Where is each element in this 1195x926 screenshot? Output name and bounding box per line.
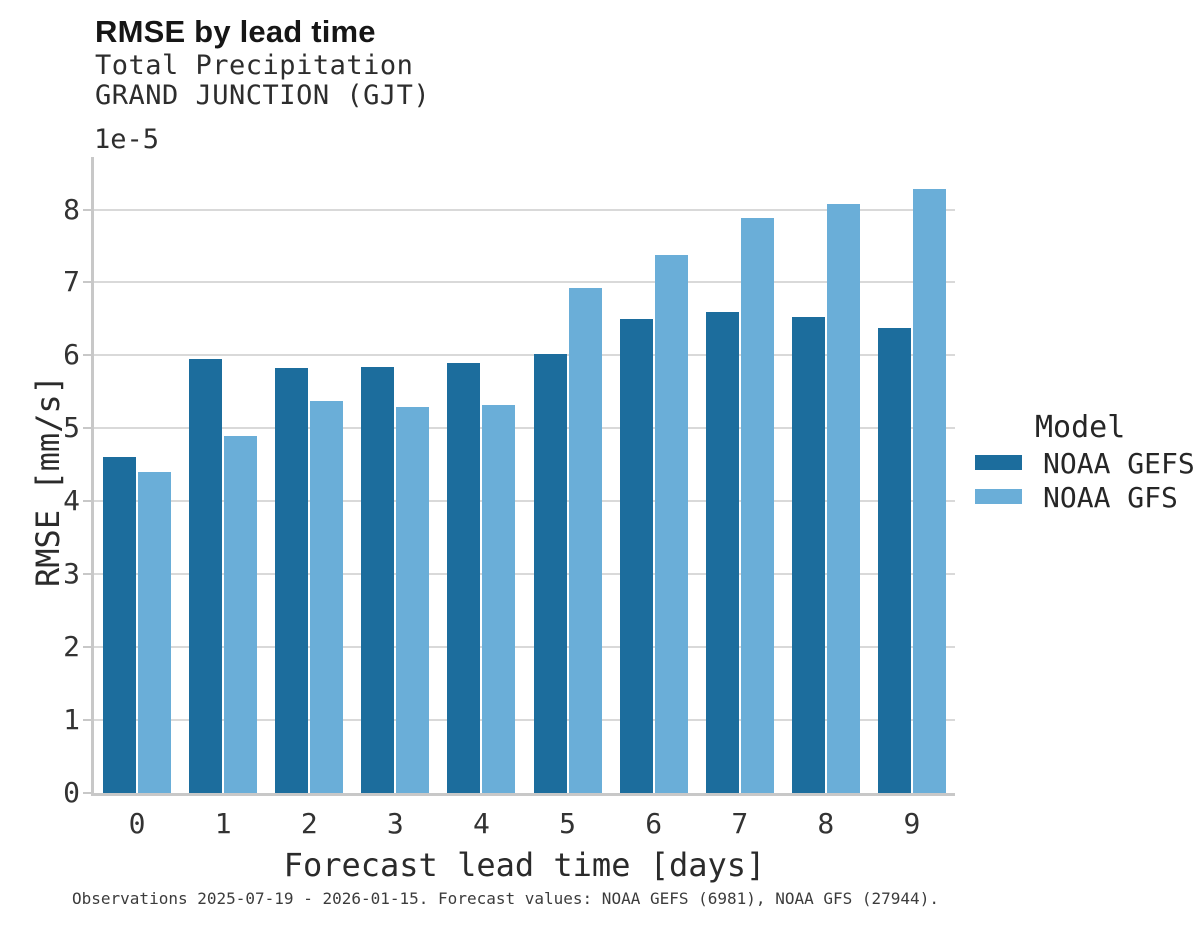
bar-noaa-gfs: [568, 288, 602, 793]
bar-noaa-gefs: [877, 328, 911, 793]
caption: Observations 2025-07-19 - 2026-01-15. Fo…: [72, 889, 939, 908]
y-axis-offset-label: 1e-5: [94, 124, 160, 155]
x-tick-label: 5: [559, 807, 576, 840]
x-tick-label: 6: [645, 807, 663, 840]
bar-noaa-gefs: [361, 367, 395, 793]
x-tick-label: 1: [214, 807, 232, 840]
bar-noaa-gefs: [447, 363, 481, 793]
y-tick-label: 1: [63, 703, 80, 737]
chart-subtitle-station: GRAND JUNCTION (GJT): [95, 80, 431, 111]
y-tick-label: 4: [63, 484, 80, 518]
x-axis-label: Forecast lead time [days]: [283, 846, 766, 884]
bar-noaa-gfs: [310, 401, 344, 793]
y-gridline: [94, 719, 955, 722]
x-axis-spine: [91, 793, 955, 796]
y-tick-mark: [83, 354, 91, 357]
bar-noaa-gfs: [396, 407, 430, 793]
y-gridline: [94, 500, 955, 503]
legend-item-label: NOAA GFS: [1043, 481, 1178, 514]
chart-subtitle-variable: Total Precipitation: [95, 50, 414, 81]
y-tick-label: 6: [63, 338, 80, 372]
y-tick-mark: [83, 646, 91, 649]
y-tick-label: 5: [63, 411, 80, 445]
y-gridline: [94, 354, 955, 357]
bar-noaa-gefs: [189, 359, 223, 793]
y-gridline: [94, 208, 955, 211]
bar-noaa-gefs: [533, 354, 567, 793]
bar-noaa-gfs: [654, 255, 688, 793]
bar-noaa-gfs: [740, 218, 774, 793]
plot-area: [94, 157, 955, 793]
y-tick-mark: [83, 573, 91, 576]
legend-item-label: NOAA GEFS: [1043, 447, 1195, 480]
y-gridline: [94, 646, 955, 649]
bar-noaa-gfs: [482, 405, 516, 793]
y-tick-mark: [83, 792, 91, 794]
y-axis-spine: [91, 157, 94, 796]
y-gridline: [94, 427, 955, 430]
y-tick-label: 7: [63, 265, 80, 299]
bar-noaa-gefs: [275, 368, 309, 793]
x-tick-label: 9: [903, 807, 921, 840]
bar-noaa-gefs: [619, 319, 653, 793]
y-tick-mark: [83, 208, 91, 211]
bar-noaa-gfs: [224, 436, 258, 793]
legend-item: NOAA GEFS: [975, 447, 1195, 480]
y-gridline: [94, 281, 955, 284]
x-tick-label: 7: [731, 807, 749, 840]
bar-noaa-gefs: [791, 317, 825, 793]
legend-swatch-icon: [975, 489, 1022, 504]
legend-item: NOAA GFS: [975, 481, 1195, 514]
y-tick-mark: [83, 500, 91, 503]
y-tick-mark: [83, 427, 91, 430]
x-tick-label: 8: [817, 807, 835, 840]
y-tick-label: 0: [63, 776, 80, 809]
x-tick-label: 4: [473, 807, 490, 840]
bar-noaa-gfs: [138, 472, 172, 793]
y-gridline: [94, 573, 955, 576]
bar-noaa-gefs: [705, 312, 739, 793]
bar-noaa-gfs: [826, 204, 860, 793]
x-tick-label: 3: [386, 807, 404, 840]
bar-noaa-gefs: [103, 457, 137, 793]
bar-noaa-gfs: [912, 189, 946, 793]
y-tick-label: 8: [63, 192, 80, 226]
chart-title: RMSE by lead time: [95, 14, 376, 49]
x-tick-label: 2: [300, 807, 318, 840]
y-tick-mark: [83, 281, 91, 284]
y-tick-label: 2: [63, 630, 80, 664]
y-tick-mark: [83, 719, 91, 722]
x-tick-label: 0: [128, 807, 146, 840]
legend-title: Model: [1035, 410, 1126, 445]
legend-swatch-icon: [975, 455, 1022, 470]
y-tick-label: 3: [63, 557, 80, 591]
